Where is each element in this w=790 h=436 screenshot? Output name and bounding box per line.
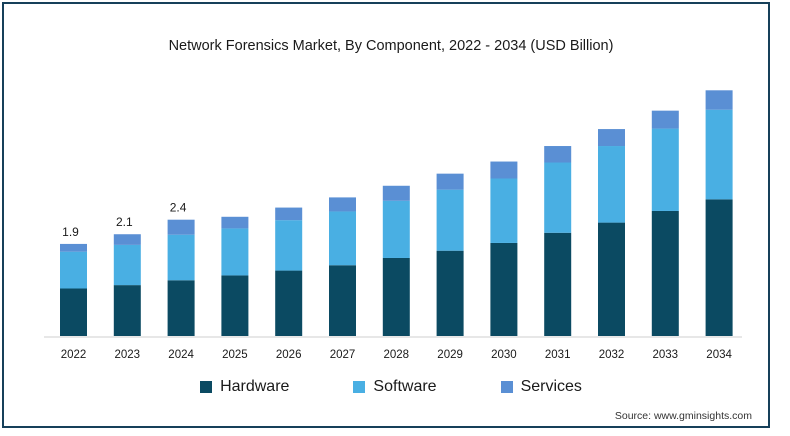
chart-title: Network Forensics Market, By Component, …: [168, 38, 614, 54]
data-label-2023: 2.1: [116, 215, 133, 229]
bar-hardware-2027: [329, 265, 356, 336]
x-tick-2023: 2023: [115, 349, 141, 361]
bar-hardware-2024: [167, 280, 195, 336]
bar-hardware-2028: [382, 257, 410, 336]
x-tick-2028: 2028: [384, 349, 410, 361]
bar-services-2031: [544, 146, 572, 163]
bar-software-2030: [490, 178, 518, 243]
bar-hardware-2030: [490, 242, 518, 336]
bar-hardware-2032: [598, 222, 625, 336]
bar-software-2024: [167, 234, 195, 281]
bar-services-2023: [113, 234, 141, 245]
bar-hardware-2022: [60, 288, 87, 336]
bar-hardware-2025: [221, 275, 249, 336]
bar-hardware-2033: [651, 210, 679, 336]
bar-chart: 2022 2023 2024 2025 2026 2027 2028 2029 2030 2031…: [44, 90, 742, 361]
bar-software-2029: [436, 189, 464, 251]
bars-group: [60, 90, 733, 336]
legend-swatch-hardware: [200, 381, 213, 393]
bar-software-2022: [60, 251, 87, 289]
bar-services-2024: [167, 219, 195, 235]
legend-swatch-services: [500, 381, 513, 393]
bar-hardware-2023: [113, 285, 141, 336]
legend: Hardware Software Services: [0, 378, 782, 396]
bar-software-2023: [113, 244, 141, 286]
bar-hardware-2029: [436, 250, 464, 336]
x-tick-2034: 2034: [706, 349, 732, 361]
bar-services-2027: [329, 197, 356, 212]
bar-services-2030: [490, 161, 518, 179]
bar-services-2029: [436, 173, 464, 190]
bar-services-2033: [651, 110, 679, 129]
x-tick-2030: 2030: [491, 349, 517, 361]
x-tick-labels: 2022 2023 2024 2025 2026 2027 2028 2029 2030 2031…: [61, 349, 733, 361]
x-tick-2025: 2025: [222, 349, 248, 361]
x-tick-2033: 2033: [653, 349, 679, 361]
legend-label-services: Services: [520, 378, 582, 395]
bar-services-2026: [275, 207, 303, 221]
data-label-2022: 1.9: [62, 225, 79, 239]
bar-software-2033: [651, 128, 679, 211]
bar-software-2025: [221, 228, 249, 276]
bar-services-2022: [60, 243, 87, 252]
bar-services-2028: [382, 185, 410, 201]
x-tick-2026: 2026: [276, 349, 302, 361]
x-tick-2022: 2022: [61, 349, 87, 361]
legend-label-software: Software: [373, 378, 437, 395]
bar-services-2025: [221, 216, 249, 229]
bar-services-2032: [598, 129, 625, 147]
bar-services-2034: [705, 90, 733, 110]
bar-software-2028: [382, 200, 410, 258]
data-labels: 1.9 2.1 2.4: [62, 201, 187, 239]
x-tick-2024: 2024: [168, 349, 194, 361]
bar-software-2034: [705, 109, 733, 200]
x-tick-2032: 2032: [599, 349, 625, 361]
legend-label-hardware: Hardware: [220, 378, 290, 395]
x-tick-2027: 2027: [330, 349, 356, 361]
x-tick-2031: 2031: [545, 349, 571, 361]
bar-hardware-2034: [705, 199, 733, 336]
source-note: Source: www.gminsights.com: [614, 410, 752, 422]
bar-hardware-2031: [544, 232, 572, 336]
bar-software-2027: [329, 211, 356, 266]
legend-swatch-software: [353, 381, 366, 393]
data-label-2024: 2.4: [170, 201, 187, 215]
x-tick-2029: 2029: [437, 349, 463, 361]
legend-item-software: Software: [353, 378, 437, 396]
bar-hardware-2026: [275, 270, 303, 336]
bar-software-2032: [598, 146, 625, 223]
legend-item-hardware: Hardware: [200, 378, 289, 396]
legend-item-services: Services: [500, 378, 582, 396]
bar-software-2031: [544, 162, 572, 233]
bar-software-2026: [275, 220, 303, 271]
